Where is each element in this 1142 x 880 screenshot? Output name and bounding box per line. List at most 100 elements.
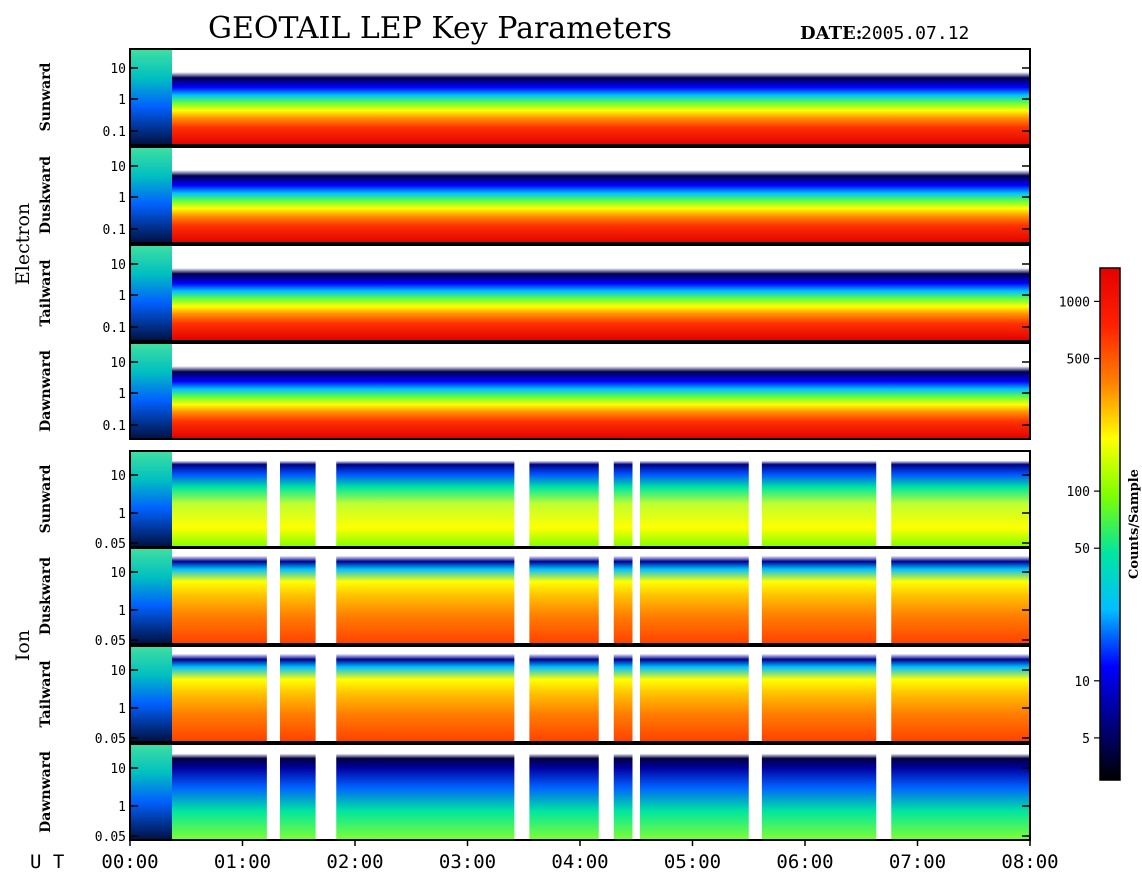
x-tick-label: 03:00	[439, 851, 496, 873]
panels-group: 10 1 0.1 Sunward 10 1 0.1 Duskward 10 1 0.1 Tailwar…	[38, 48, 1031, 845]
data-gap	[876, 548, 892, 644]
panel-label: Tailward	[38, 660, 54, 727]
data-gap	[315, 646, 337, 742]
x-tick-label: 08:00	[1001, 851, 1058, 873]
panel-ion-tailward: 10 1 0.05 Tailward	[38, 645, 1031, 747]
data-gap	[315, 451, 337, 547]
y-tick-label: 1	[118, 387, 126, 402]
y-tick-label: 0.05	[95, 634, 126, 649]
data-gap	[632, 646, 640, 742]
panel-label: Duskward	[38, 557, 54, 635]
data-gap	[514, 646, 530, 742]
group-label-ion: Ion	[12, 630, 34, 661]
data-gap	[266, 744, 280, 840]
chart-title: GEOTAIL LEP Key Parameters	[208, 11, 672, 46]
colorbar: 1000 500 100 50 10 5 Counts/Sample	[1059, 267, 1142, 781]
spectrogram-start-segment	[130, 147, 172, 243]
date-value: 2005.07.12	[861, 23, 969, 44]
spectrogram-start-segment	[130, 548, 172, 644]
data-gap	[266, 646, 280, 742]
colorbar-tick-label: 50	[1074, 542, 1090, 557]
y-tick-label: 0.1	[103, 419, 126, 434]
y-tick-label: 10	[110, 160, 126, 175]
spectrogram-start-segment	[130, 49, 172, 145]
spectrogram-start-segment	[130, 744, 172, 840]
data-gap	[876, 744, 892, 840]
y-tick-label: 10	[110, 469, 126, 484]
panel-frame	[129, 645, 1031, 743]
y-tick-label: 10	[110, 566, 126, 581]
colorbar-tick-label: 5	[1082, 732, 1090, 747]
panel-label: Sunward	[38, 464, 54, 533]
spectrogram-fill	[130, 147, 1030, 243]
y-tick-label: 1	[118, 800, 126, 815]
y-tick-label: 0.05	[95, 537, 126, 552]
x-tick-label: 07:00	[889, 851, 946, 873]
y-tick-label: 10	[110, 356, 126, 371]
data-gap	[514, 744, 530, 840]
y-tick-label: 0.1	[103, 125, 126, 140]
colorbar-tick-label: 500	[1067, 353, 1090, 368]
y-tick-label: 0.05	[95, 830, 126, 845]
data-gap	[514, 548, 530, 644]
panel-label: Tailward	[38, 259, 54, 326]
colorbar-tick-label: 1000	[1059, 295, 1090, 310]
group-labels: Electron Ion	[12, 203, 34, 661]
data-gap	[315, 548, 337, 644]
panel-ion-dawnward: 10 1 0.05 Dawnward	[38, 743, 1031, 845]
panel-frame	[129, 48, 1031, 146]
x-tick-labels: 00:00 01:00 02:00 03:00 04:00 05:00 06:00 07:00…	[101, 840, 1059, 873]
spectrogram-fill	[130, 646, 1030, 742]
x-tick-label: 06:00	[776, 851, 833, 873]
data-gap	[632, 451, 640, 547]
data-gap	[876, 451, 892, 547]
data-gap	[632, 548, 640, 644]
colorbar-gradient	[1099, 267, 1121, 781]
panel-label: Dawnward	[38, 751, 54, 833]
y-tick-label: 10	[110, 62, 126, 77]
x-tick-label: 01:00	[214, 851, 271, 873]
y-tick-label: 0.1	[103, 223, 126, 238]
group-label-electron: Electron	[12, 203, 34, 285]
panel-label: Dawnward	[38, 350, 54, 432]
panel-frame	[129, 244, 1031, 342]
spectrogram-start-segment	[130, 343, 172, 439]
panel-ion-sunward: 10 1 0.05 Sunward	[38, 450, 1031, 552]
y-tick-label: 1	[118, 702, 126, 717]
data-gap	[598, 744, 614, 840]
data-gap	[748, 451, 762, 547]
colorbar-label: Counts/Sample	[1127, 469, 1142, 579]
spectrogram-start-segment	[130, 646, 172, 742]
colorbar-tick-label: 10	[1074, 675, 1090, 690]
x-tick-label: 05:00	[664, 851, 721, 873]
panel-frame	[129, 146, 1031, 244]
data-gap	[598, 646, 614, 742]
y-tick-label: 10	[110, 664, 126, 679]
colorbar-tick-label: 100	[1067, 485, 1090, 500]
x-tick-label: 00:00	[101, 851, 158, 873]
spectrogram-fill	[130, 548, 1030, 644]
y-tick-label: 10	[110, 762, 126, 777]
data-gap	[632, 744, 640, 840]
y-tick-label: 1	[118, 507, 126, 522]
panel-frame	[129, 547, 1031, 645]
x-tick-label: 04:00	[551, 851, 608, 873]
spectrogram-fill	[130, 451, 1030, 547]
spectrogram-fill	[130, 49, 1030, 145]
data-gap	[315, 744, 337, 840]
data-gap	[598, 548, 614, 644]
panel-electron-dawnward: 10 1 0.1 Dawnward	[38, 342, 1031, 440]
panel-ion-duskward: 10 1 0.05 Duskward	[38, 547, 1031, 649]
spectrogram-fill	[130, 343, 1030, 439]
date-label: DATE:	[800, 23, 862, 44]
y-tick-label: 1	[118, 93, 126, 108]
panel-label: Sunward	[38, 62, 54, 131]
data-gap	[748, 646, 762, 742]
data-gap	[266, 548, 280, 644]
panel-frame	[129, 342, 1031, 440]
panel-label: Duskward	[38, 156, 54, 234]
panel-electron-duskward: 10 1 0.1 Duskward	[38, 146, 1031, 244]
y-tick-label: 0.05	[95, 732, 126, 747]
data-gap	[598, 451, 614, 547]
